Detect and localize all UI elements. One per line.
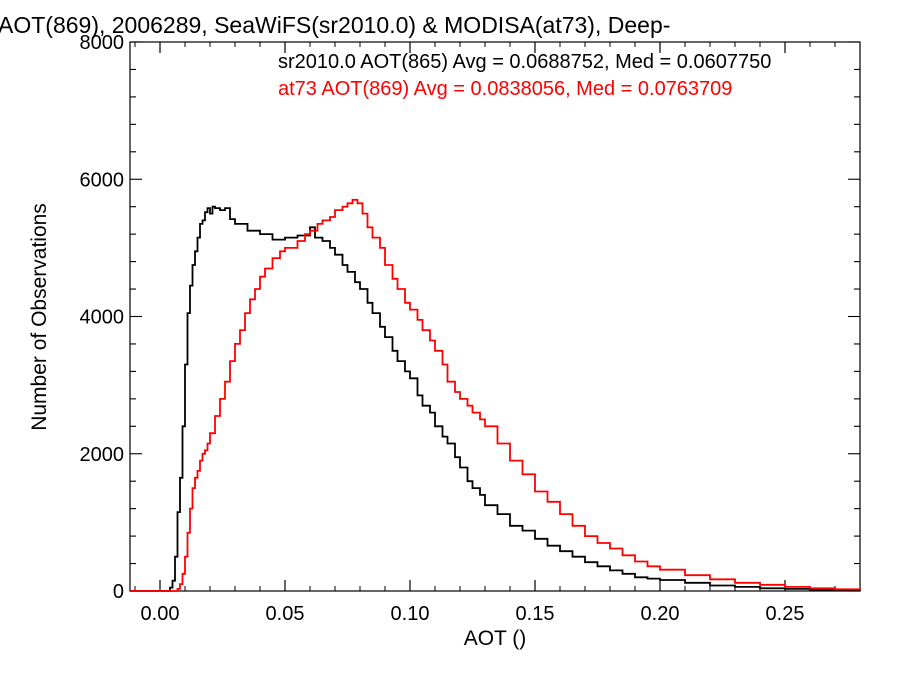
chart-title: AOT(869), 2006289, SeaWiFS(sr2010.0) & M… (0, 12, 670, 38)
series-line-1 (130, 205, 861, 592)
y-tick-label: 4000 (80, 307, 125, 329)
series-line-2 (130, 198, 861, 592)
x-tick-label: 0.15 (516, 603, 555, 625)
legend-entry-series-1: sr2010.0 AOT(865) Avg = 0.0688752, Med =… (278, 51, 771, 73)
plot-frame (129, 41, 861, 592)
y-tick-label: 0 (113, 581, 124, 603)
x-axis-ticks: 0.00 0.05 0.10 0.15 0.20 0.25 (134, 42, 861, 625)
x-tick-label: 0.20 (641, 603, 680, 625)
y-tick-label: 2000 (80, 444, 125, 466)
x-axis-label: AOT () (464, 627, 527, 650)
y-tick-label: 8000 (80, 32, 125, 54)
legend-entry-series-2: at73 AOT(869) Avg = 0.0838056, Med = 0.0… (278, 78, 732, 100)
y-axis-ticks: 0 2000 4000 6000 8000 (80, 32, 860, 603)
series-layer (130, 198, 861, 592)
y-tick-label: 6000 (80, 169, 125, 191)
x-tick-label: 0.05 (266, 603, 305, 625)
x-tick-label: 0.00 (141, 603, 180, 625)
y-axis-label: Number of Observations (28, 203, 51, 431)
x-tick-label: 0.10 (391, 603, 430, 625)
x-tick-label: 0.25 (766, 603, 805, 625)
